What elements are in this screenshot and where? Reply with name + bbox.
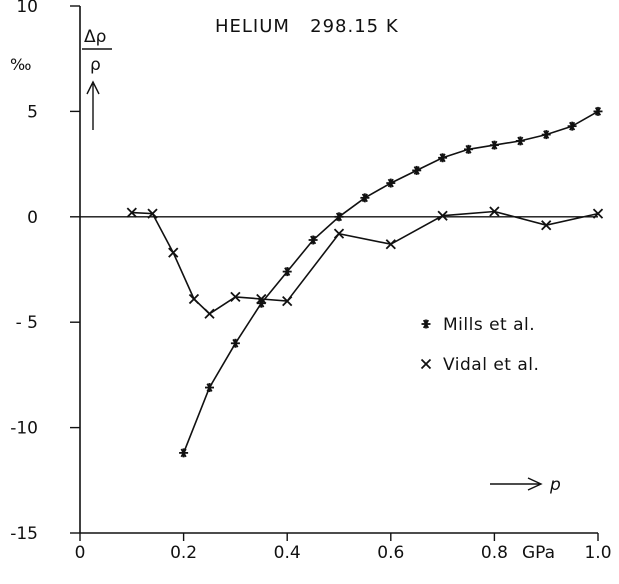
chart-title: HELIUM 298.15 K (215, 16, 399, 37)
marker-stroke (168, 247, 179, 258)
data-point-vidal-et-al (188, 293, 200, 305)
data-point-mills-et-al (412, 165, 422, 175)
data-point-vidal-et-al (489, 206, 500, 217)
y-tick-label: -15 (10, 524, 38, 544)
data-point-mills-et-al (205, 383, 214, 393)
legend-label-mills: Mills et al. (443, 315, 535, 335)
marker-stroke (126, 207, 137, 218)
series-line-mills-et-al (182, 110, 599, 454)
x-tick-label: 0.2 (170, 543, 197, 563)
y-label-denominator: ρ (90, 55, 101, 75)
x-tick-label: 0.6 (377, 543, 404, 563)
data-point-vidal-et-al (385, 239, 396, 250)
y-tick-label: 0 (27, 208, 38, 228)
marker-stroke (385, 239, 396, 250)
marker-stroke (230, 291, 241, 303)
y-tick-label: -10 (10, 419, 38, 439)
data-point-vidal-et-al (204, 308, 215, 319)
legend: Mills et al. Vidal et al. (420, 315, 539, 375)
legend-marker-mills (421, 319, 431, 329)
marker-stroke (437, 210, 448, 221)
data-point-vidal-et-al (230, 291, 241, 303)
data-point-mills-et-al (334, 212, 344, 222)
marker-stroke (147, 208, 158, 219)
legend-symbol-mills (421, 319, 431, 329)
marker-stroke (333, 228, 345, 239)
y-label-arrow-head (86, 80, 100, 95)
data-point-vidal-et-al (541, 220, 552, 231)
data-point-vidal-et-al (168, 247, 179, 258)
series-line-vidal-et-al (131, 210, 599, 315)
axes (79, 6, 598, 534)
marker-stroke (420, 358, 432, 370)
x-tick-label: 0 (75, 543, 86, 563)
data-point-mills-et-al (593, 106, 603, 116)
data-point-vidal-et-al (282, 295, 293, 307)
data-point-vidal-et-al (147, 208, 158, 219)
marker-stroke (541, 220, 552, 231)
data-point-vidal-et-al (333, 228, 345, 239)
y-tick-label: 10 (16, 0, 38, 17)
x-tick-label: 1.0 (584, 543, 611, 563)
data-point-mills-et-al (386, 178, 396, 188)
legend-marker-vidal (420, 358, 432, 370)
ticks: 10 5 0 - 5 -10 -15 0 0.2 0.4 0.6 0.8 1.0 (10, 0, 611, 563)
data-point-mills-et-al (541, 130, 551, 140)
data-point-mills-et-al (489, 140, 499, 150)
x-label-arrow-head (527, 477, 543, 491)
y-tick-label: - 5 (16, 313, 38, 333)
data-point-mills-et-al (464, 144, 473, 154)
series-layer (126, 106, 604, 458)
y-tick-label: 5 (27, 102, 38, 122)
data-point-mills-et-al (438, 153, 448, 163)
marker-stroke (188, 293, 200, 305)
data-point-mills-et-al (282, 267, 292, 277)
data-point-vidal-et-al (126, 207, 137, 218)
data-point-mills-et-al (515, 136, 525, 146)
data-point-mills-et-al (567, 121, 577, 131)
data-point-mills-et-al (360, 193, 370, 203)
legend-label-vidal: Vidal et al. (443, 355, 539, 375)
data-point-vidal-et-al (256, 293, 267, 305)
x-tick-label: 0.4 (274, 543, 301, 563)
marker-stroke (489, 206, 500, 217)
data-point-vidal-et-al (437, 210, 448, 221)
x-tick-label: 0.8 (481, 543, 508, 563)
marker-stroke (282, 295, 293, 307)
y-label-numerator: Δρ (84, 27, 106, 47)
x-unit-label: GPa (522, 543, 555, 563)
marker-stroke (592, 208, 604, 219)
legend-symbol-vidal (420, 358, 432, 370)
data-point-mills-et-al (230, 338, 240, 348)
y-unit-label: ‰ (10, 55, 31, 74)
x-axis-label: p (549, 475, 561, 495)
data-point-mills-et-al (179, 448, 189, 458)
data-point-mills-et-al (308, 235, 318, 245)
data-point-vidal-et-al (592, 208, 604, 219)
marker-stroke (204, 308, 215, 319)
marker-stroke (256, 293, 267, 305)
